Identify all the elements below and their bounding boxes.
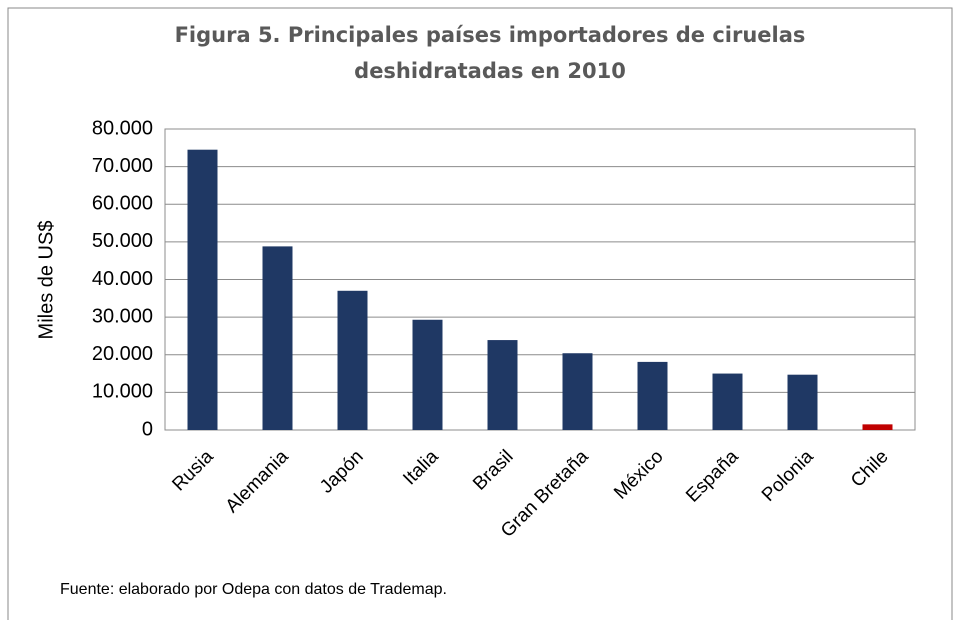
plot-border (164, 128, 916, 431)
y-tick-label: 30.000 (92, 305, 153, 327)
bar (187, 149, 218, 430)
bar (562, 353, 593, 430)
y-tick-label: 0 (142, 418, 153, 440)
bar (487, 340, 518, 430)
source-note: Fuente: elaborado por Odepa con datos de… (60, 581, 447, 598)
x-tick-label: Brasil (469, 446, 517, 494)
y-tick-label: 40.000 (92, 268, 153, 290)
bar (637, 361, 668, 430)
x-tick-label: Japón (316, 446, 367, 497)
bar (712, 373, 743, 430)
y-tick-label: 50.000 (92, 230, 153, 252)
x-tick-label: Italia (399, 446, 443, 490)
y-tick-label: 60.000 (92, 193, 153, 215)
y-tick-label: 80.000 (92, 117, 153, 139)
bar (262, 246, 293, 430)
y-axis-label: Miles de US$ (35, 221, 57, 340)
y-tick-label: 10.000 (92, 381, 153, 403)
x-tick-label: Alemania (222, 446, 293, 517)
y-tick-label: 20.000 (92, 343, 153, 365)
chart-title: deshidratadas en 2010 (354, 59, 626, 83)
bar (337, 290, 368, 430)
x-tick-label: España (682, 446, 743, 507)
y-tick-label: 70.000 (92, 155, 153, 177)
x-tick-label: Polonia (758, 446, 818, 506)
frame (7, 7, 953, 620)
x-tick-label: Chile (847, 446, 892, 491)
bar (787, 374, 818, 430)
bar (412, 319, 443, 430)
chart-title: Figura 5. Principales países importadore… (175, 23, 806, 47)
bar (862, 424, 893, 430)
x-tick-label: México (610, 446, 667, 503)
x-tick-label: Rusia (168, 446, 218, 496)
